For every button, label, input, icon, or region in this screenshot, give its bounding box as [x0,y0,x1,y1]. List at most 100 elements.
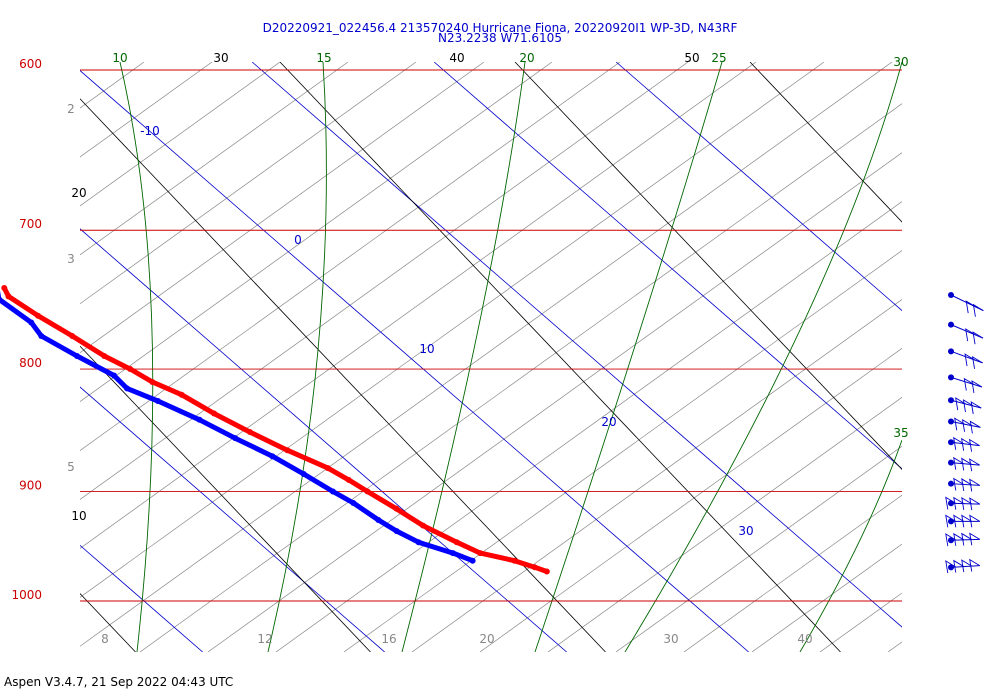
axis-labels: 600 700 800 900 1000 8 12 16 20 30 40 -10 0 10 20 30 20 3… [11,51,908,646]
wind-barb-shaft [950,483,980,486]
isotherm-label: -10 [140,124,160,138]
isotherm-label: 10 [419,342,434,356]
temperature-axis-label: 16 [381,632,396,646]
wind-barb-shaft [950,324,984,339]
temperature-point [5,293,12,300]
mixing-ratio-line [411,299,902,652]
isotherm-line [251,62,902,628]
temperature-point [34,312,41,319]
dry-adiabat-line [985,62,1000,652]
moist-adiabat-label: 30 [893,55,908,69]
dewpoint-point [269,453,276,460]
isotherm-line [80,544,203,652]
dewpoint-point [111,372,118,379]
wind-barb-flag [969,558,980,572]
wind-barb-flag [969,497,981,511]
wind-barb-flag [971,380,983,394]
moist-adiabat-label: 35 [893,426,908,440]
temperature-point [511,557,518,564]
mixing-ratio-line [80,62,825,598]
isotherm-line [433,62,902,470]
dry-adiabat-label: 10 [71,509,86,523]
dry-adiabat-line [279,62,841,652]
pressure-label: 1000 [11,588,42,602]
isotherm-label: 0 [294,233,302,247]
dry-adiabat-label: 50 [684,51,699,65]
moist-adiabat-lines [119,62,902,652]
mixing-ratio-label: 5 [67,460,75,474]
mixing-ratio-line [887,641,902,652]
mixing-ratio-line [275,201,902,652]
wind-barb-flag [945,533,957,547]
wind-barb-flag [965,300,977,314]
mixing-ratio-lines [80,62,902,652]
wind-barb-flag [963,377,975,391]
wind-barb-shaft [950,376,983,388]
pressure-label: 700 [19,217,42,231]
dewpoint-point [0,296,2,302]
temperature-trace [1,285,550,574]
moist-adiabat-line [119,62,154,652]
dewpoint-point [196,416,203,423]
moist-adiabat-line [534,62,723,652]
chart-title: D20220921_022456.4 213570240 Hurricane F… [262,21,738,35]
pressure-label: 900 [19,478,42,492]
wind-barb-flag [961,532,973,546]
software-version-footer: Aspen V3.4.7, 21 Sep 2022 04:43 UTC [4,675,234,689]
isotherm-lines [80,62,902,652]
pressure-label: 800 [19,356,42,370]
wind-barb-flag [971,355,983,369]
wind-barb-flag [961,437,972,451]
temperature-axis-label: 12 [257,632,272,646]
dewpoint-point [350,499,357,506]
wind-barb-flag [953,514,965,528]
dry-adiabat-lines [80,62,1000,652]
wind-barb-shaft [950,420,981,428]
mixing-ratio-line [80,62,417,305]
moist-adiabat-label: 15 [316,51,331,65]
dewpoint-point [415,539,422,546]
mixing-ratio-line [479,347,902,652]
wind-barb-flag [953,559,965,573]
dewpoint-point [154,398,161,405]
mixing-ratio-label: 2 [67,102,75,116]
dry-adiabat-label: 40 [449,51,464,65]
mixing-ratio-line [139,103,902,652]
wind-barb-shaft [950,294,984,312]
wind-barbs [945,292,984,574]
temperature-point [477,550,484,557]
dry-adiabat-line [749,62,902,223]
dewpoint-point [38,333,45,340]
dewpoint-point [449,550,456,557]
wind-barb-flag [961,418,973,432]
temperature-point [1,285,8,292]
mixing-ratio-line [207,152,902,652]
wind-barb-flag [972,331,984,345]
wind-barb-flag [961,496,973,510]
mixing-ratio-line [615,445,902,652]
isotherm-line [80,386,385,652]
mixing-ratio-line [751,543,902,652]
wind-barb-flag [969,420,981,434]
mixing-ratio-label: 3 [67,252,75,266]
dry-adiabat-line [80,345,371,652]
dewpoint-point [73,352,80,359]
wind-barb-flag [945,514,957,528]
dewpoint-point [375,516,382,523]
temperature-axis-label: 8 [101,632,109,646]
wind-barb-flag [953,496,965,510]
wind-barb-flag [945,496,957,510]
wind-barb-flag [954,417,965,431]
dry-adiabat-label: 20 [71,186,86,200]
wind-barb-flag [961,478,972,492]
wind-barb-flag [953,456,964,470]
isotherm-label: 20 [601,415,616,429]
temperature-axis-label: 20 [479,632,494,646]
isotherm-line [615,62,902,312]
mixing-ratio-line [80,62,553,403]
wind-barb-flag [945,560,957,574]
wind-barb-flag [962,399,974,413]
temperature-point [69,333,76,340]
wind-barb-shaft [950,462,980,466]
